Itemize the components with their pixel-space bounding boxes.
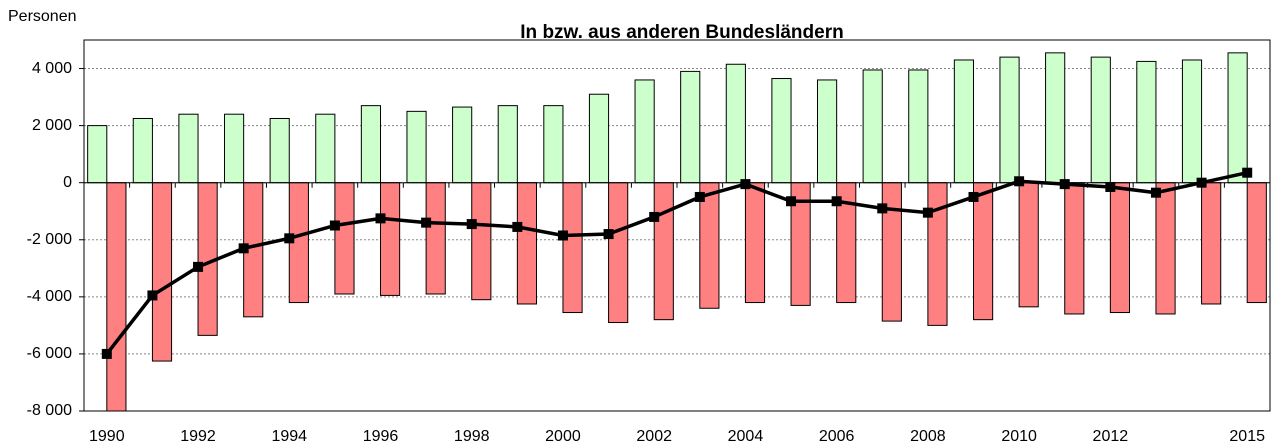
line-marker	[1014, 176, 1025, 187]
bar	[608, 182, 629, 324]
x-tick-label: 2008	[910, 428, 946, 445]
bar	[471, 182, 492, 301]
line-marker	[649, 211, 660, 222]
bar	[1109, 182, 1131, 314]
bar	[425, 182, 446, 295]
line-marker	[968, 191, 979, 202]
bar	[634, 79, 655, 184]
y-axis-label: Personen	[8, 8, 77, 25]
x-tick-label: 2006	[819, 428, 855, 445]
line-marker	[831, 196, 842, 207]
bar	[360, 105, 382, 184]
bar	[380, 182, 401, 296]
y-tick-label: 0	[63, 174, 72, 191]
x-tick-label: 1992	[180, 428, 216, 445]
line-marker	[147, 290, 158, 301]
line-marker	[1105, 181, 1116, 192]
line-marker	[694, 191, 705, 202]
line-marker	[101, 348, 112, 359]
bar	[973, 182, 994, 321]
x-tick-label: 1998	[454, 428, 490, 445]
bar	[497, 105, 518, 184]
x-tick-label: 2000	[545, 428, 581, 445]
bar	[452, 106, 473, 184]
bar	[1018, 182, 1039, 308]
bar	[1155, 182, 1176, 315]
line-marker	[512, 221, 523, 232]
bar	[953, 59, 975, 184]
y-tick-label: -6 000	[27, 345, 72, 362]
x-tick-label: 1994	[271, 428, 307, 445]
line-marker	[1196, 177, 1207, 188]
bar	[151, 182, 173, 362]
bar	[1090, 56, 1111, 184]
line-marker	[1150, 187, 1161, 198]
bar	[927, 182, 948, 326]
bar	[908, 69, 929, 184]
bar	[269, 117, 290, 184]
bar	[223, 113, 245, 184]
bar	[999, 56, 1020, 184]
line	[105, 170, 1248, 355]
plot-frame	[83, 39, 1271, 412]
line-marker	[557, 230, 568, 241]
line-marker	[193, 261, 204, 272]
bar	[132, 117, 153, 184]
bar	[771, 78, 792, 184]
x-tick-label: 2002	[636, 428, 672, 445]
line-marker	[1059, 179, 1070, 190]
y-tick-label: 2 000	[32, 117, 72, 134]
x-tick-label: 2015	[1229, 428, 1265, 445]
bar	[725, 63, 746, 184]
line-marker	[329, 220, 340, 231]
bar	[178, 113, 199, 184]
bar	[87, 125, 108, 184]
y-tick-label: 4 000	[32, 60, 72, 77]
line-marker	[740, 179, 751, 190]
line-marker	[284, 233, 295, 244]
bar	[1045, 52, 1066, 184]
bar	[816, 79, 838, 184]
line-marker	[877, 203, 888, 214]
y-tick-label: -4 000	[27, 288, 72, 305]
x-tick-label: 2010	[1001, 428, 1037, 445]
x-tick-label: 2004	[728, 428, 764, 445]
bar	[516, 182, 538, 305]
bar	[543, 105, 564, 184]
bar	[406, 110, 427, 184]
bar	[1181, 59, 1203, 184]
line-marker	[922, 207, 933, 218]
x-tick-label: 1990	[89, 428, 125, 445]
bar	[1227, 52, 1248, 184]
x-tick-label: 2012	[1093, 428, 1129, 445]
bar	[1136, 60, 1157, 184]
line-marker	[375, 213, 386, 224]
y-tick-label: -2 000	[27, 231, 72, 248]
bar	[588, 93, 610, 184]
chart-title: In bzw. aus anderen Bundesländern	[520, 22, 843, 43]
bar	[653, 182, 674, 321]
bar	[744, 182, 766, 304]
bar	[334, 182, 355, 295]
bar	[315, 113, 336, 184]
bar	[680, 70, 701, 184]
bar	[862, 69, 883, 184]
bar	[1201, 182, 1222, 305]
line-marker	[238, 243, 249, 254]
line-marker	[603, 229, 614, 240]
bar	[562, 182, 583, 314]
bar	[1064, 182, 1085, 315]
y-tick-label: -8 000	[27, 402, 72, 419]
line-marker	[1242, 167, 1253, 178]
line-marker	[466, 219, 477, 230]
bar	[1246, 182, 1267, 304]
line-marker	[421, 217, 432, 228]
x-tick-label: 1996	[363, 428, 399, 445]
line-marker	[786, 196, 797, 207]
bar	[106, 182, 127, 412]
